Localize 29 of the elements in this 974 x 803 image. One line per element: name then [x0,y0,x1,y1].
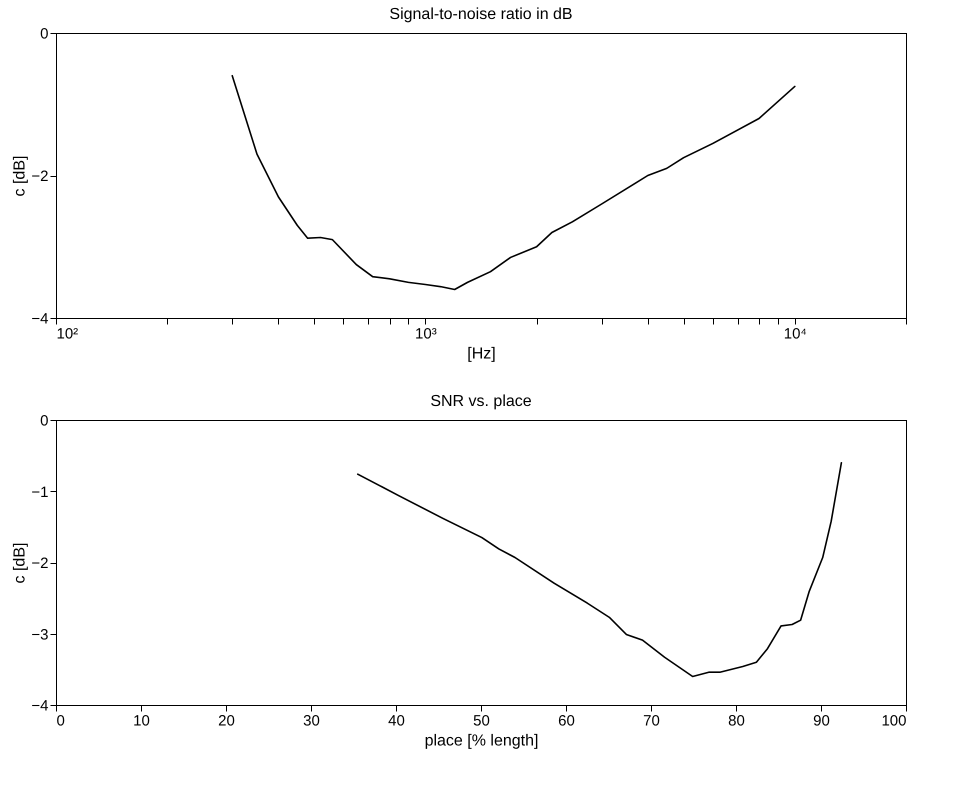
y-tick-label: −1 [31,484,48,501]
y-tick-label: 0 [40,412,48,430]
x-tick-label: 0 [56,712,65,730]
x-tick-label: 60 [558,712,575,730]
x-tick-label: 10⁴ [784,326,807,342]
y-tick-label: −3 [31,626,48,644]
x-tick-label: 50 [473,712,490,730]
x-tick-label: 10³ [415,326,437,342]
chart-title: Signal-to-noise ratio in dB [389,6,573,23]
y-tick-label: 0 [40,26,48,42]
x-tick-label: 70 [643,712,660,730]
x-axis-title: place [% length] [424,732,538,750]
x-tick-label: 10² [56,326,78,342]
x-tick-label: 20 [218,712,235,730]
y-tick-label: −2 [31,168,48,185]
x-axis-title: [Hz] [467,346,496,362]
x-tick-label: 30 [303,712,320,730]
x-tick-label: 100 [881,712,906,730]
x-tick-label: 10 [133,712,150,730]
chart-title: SNR vs. place [430,393,532,410]
y-tick-label: −2 [31,555,48,572]
y-tick-label: −4 [31,310,48,328]
y-axis-title: c [dB] [11,156,28,196]
y-tick-label: −4 [31,698,48,714]
line-series [356,462,842,678]
x-tick-label: 80 [728,712,745,730]
x-tick-label: 90 [813,712,830,730]
x-tick-label: 40 [388,712,405,730]
y-axis-title: c [dB] [11,542,28,584]
